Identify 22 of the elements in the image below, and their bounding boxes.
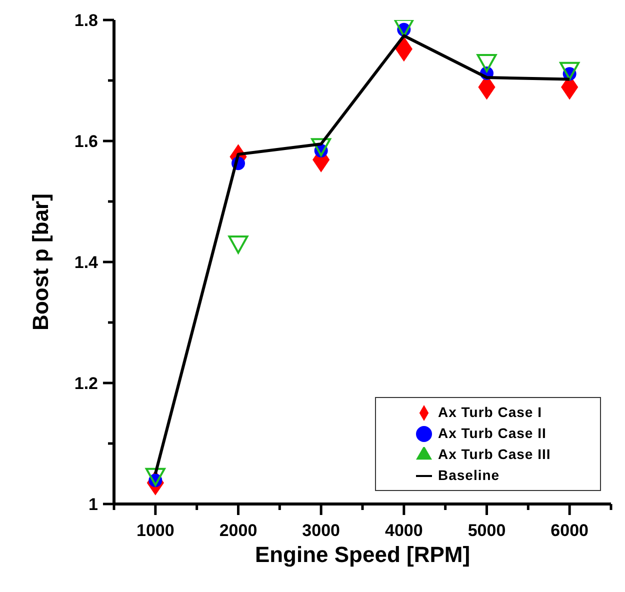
point bbox=[228, 235, 248, 254]
x-tick-label: 3000 bbox=[302, 521, 340, 540]
y-tick-label: 1.6 bbox=[74, 132, 98, 151]
y-axis-title: Boost p [bar] bbox=[28, 194, 53, 330]
legend-label: Ax Turb Case II bbox=[438, 425, 546, 441]
point bbox=[145, 468, 166, 486]
point bbox=[311, 138, 332, 156]
x-axis-title: Engine Speed [RPM] bbox=[254, 542, 470, 567]
y-tick-label: 1.4 bbox=[74, 253, 99, 272]
x-tick-label: 5000 bbox=[468, 521, 506, 540]
legend-label: Ax Turb Case I bbox=[438, 404, 542, 420]
y-tick-label: 1 bbox=[88, 495, 98, 514]
x-tick-label: 4000 bbox=[385, 521, 423, 540]
point bbox=[476, 54, 497, 72]
y-tick-label: 1.8 bbox=[74, 11, 98, 30]
point bbox=[560, 62, 580, 80]
x-tick-label: 1000 bbox=[136, 521, 174, 540]
legend-label: Baseline bbox=[438, 467, 500, 483]
x-tick-label: 6000 bbox=[550, 521, 588, 540]
y-tick-label: 1.2 bbox=[74, 374, 98, 393]
x-tick-label: 2000 bbox=[219, 521, 258, 540]
legend-label: Ax Turb Case III bbox=[438, 446, 551, 462]
